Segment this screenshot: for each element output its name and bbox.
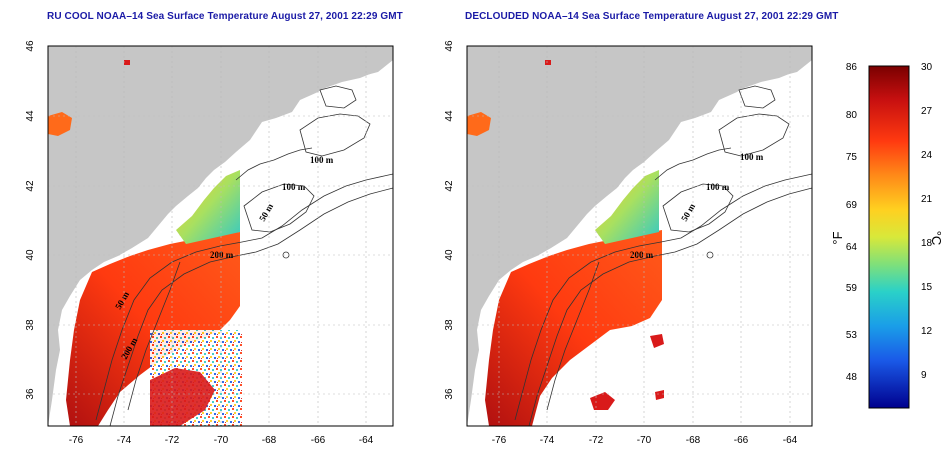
lat-tick-label: 46 <box>444 40 455 52</box>
fahrenheit-tick-label: 59 <box>846 283 858 294</box>
colorbar: 86 80 75 69 64 59 53 48 30 27 24 21 18 1… <box>830 62 944 409</box>
left-map-title: RU COOL NOAA–14 Sea Surface Temperature … <box>47 11 403 22</box>
bathymetry-contours <box>95 85 394 427</box>
lon-tick-label: -66 <box>734 435 749 446</box>
lon-tick-label: -72 <box>589 435 604 446</box>
lon-tick-label: -64 <box>359 435 374 446</box>
bathymetry-contours <box>514 85 813 427</box>
lat-tick-label: 36 <box>444 388 455 400</box>
sst-southern-patch <box>150 368 215 426</box>
lon-tick-label: -64 <box>783 435 798 446</box>
lat-tick-label: 36 <box>25 388 36 400</box>
land-northeast <box>467 46 812 426</box>
sst-speck <box>545 60 551 65</box>
land-nova-scotia <box>300 64 378 94</box>
fahrenheit-tick-label: 80 <box>846 110 858 121</box>
right-map-title: DECLOUDED NOAA–14 Sea Surface Temperatur… <box>465 11 839 22</box>
lat-tick-label: 44 <box>25 110 36 122</box>
sst-near-shore <box>176 170 240 244</box>
lat-tick-label: 42 <box>25 180 36 192</box>
map-frame <box>466 45 813 427</box>
lon-tick-label: -76 <box>69 435 84 446</box>
contour-label: 100 m <box>706 182 730 192</box>
lon-tick-label: -72 <box>165 435 180 446</box>
lat-tick-label: 44 <box>444 110 455 122</box>
lat-tick-label: 42 <box>444 180 455 192</box>
map-frame <box>47 45 394 427</box>
contour-label: 100 m <box>310 155 334 165</box>
grid-lines <box>48 46 393 426</box>
y-axis-ticks: 46 44 42 40 38 36 <box>25 40 36 400</box>
lon-tick-label: -68 <box>686 435 701 446</box>
x-axis-ticks: -76 -74 -72 -70 -68 -66 -64 <box>69 435 374 446</box>
lon-tick-label: -70 <box>637 435 652 446</box>
lon-tick-label: -68 <box>262 435 277 446</box>
sst-bay-of-fundy <box>48 112 72 136</box>
celsius-tick-label: 15 <box>921 282 933 293</box>
contour-label: 200 m <box>210 250 234 260</box>
lat-tick-label: 46 <box>25 40 36 52</box>
celsius-ticks: 30 27 24 21 18 15 12 9 <box>921 62 933 381</box>
contour-label: 200 m <box>630 250 654 260</box>
land-northeast <box>48 46 393 426</box>
fahrenheit-unit-label: °F <box>830 231 845 244</box>
celsius-tick-label: 27 <box>921 106 933 117</box>
celsius-tick-label: 30 <box>921 62 933 73</box>
celsius-tick-label: 21 <box>921 194 933 205</box>
sst-main-warm <box>66 232 240 426</box>
fahrenheit-tick-label: 53 <box>846 330 858 341</box>
celsius-tick-label: 24 <box>921 150 933 161</box>
lat-tick-label: 40 <box>25 249 36 261</box>
x-axis-ticks: -76 -74 -72 -70 -68 -66 -64 <box>492 435 798 446</box>
fahrenheit-tick-label: 69 <box>846 200 858 211</box>
celsius-tick-label: 12 <box>921 326 933 337</box>
celsius-tick-label: 9 <box>921 370 927 381</box>
sst-patch-small-2 <box>655 390 664 400</box>
lon-tick-label: -66 <box>311 435 326 446</box>
lon-tick-label: -76 <box>492 435 507 446</box>
fahrenheit-tick-label: 75 <box>846 152 858 163</box>
lon-tick-label: -70 <box>214 435 229 446</box>
lon-tick-label: -74 <box>117 435 132 446</box>
colorbar-gradient <box>868 65 910 409</box>
celsius-unit-label: °C <box>929 231 944 246</box>
fahrenheit-tick-label: 86 <box>846 62 858 73</box>
y-axis-ticks: 46 44 42 40 38 36 <box>444 40 455 400</box>
contour-label: 100 m <box>740 152 764 162</box>
sst-data <box>48 60 242 426</box>
contour-label: 100 m <box>282 182 306 192</box>
lat-tick-label: 38 <box>25 319 36 331</box>
sst-bay-of-fundy <box>467 112 491 136</box>
lat-tick-label: 38 <box>444 319 455 331</box>
grid-lines <box>467 46 812 426</box>
left-map: 100 m 100 m 50 m 200 m 50 m 200 m -76 -7… <box>25 40 394 446</box>
sst-speck <box>124 60 130 65</box>
sst-near-shore <box>595 170 659 244</box>
sst-patch-small <box>650 334 664 348</box>
lon-tick-label: -74 <box>540 435 555 446</box>
fahrenheit-ticks: 86 80 75 69 64 59 53 48 <box>846 62 858 383</box>
celsius-tick-label: 18 <box>921 238 933 249</box>
fahrenheit-tick-label: 64 <box>846 242 858 253</box>
lat-tick-label: 40 <box>444 249 455 261</box>
fahrenheit-tick-label: 48 <box>846 372 858 383</box>
right-map: 100 m 100 m 50 m 200 m -76 -74 -72 -70 -… <box>444 40 813 446</box>
land-nova-scotia <box>719 64 797 94</box>
